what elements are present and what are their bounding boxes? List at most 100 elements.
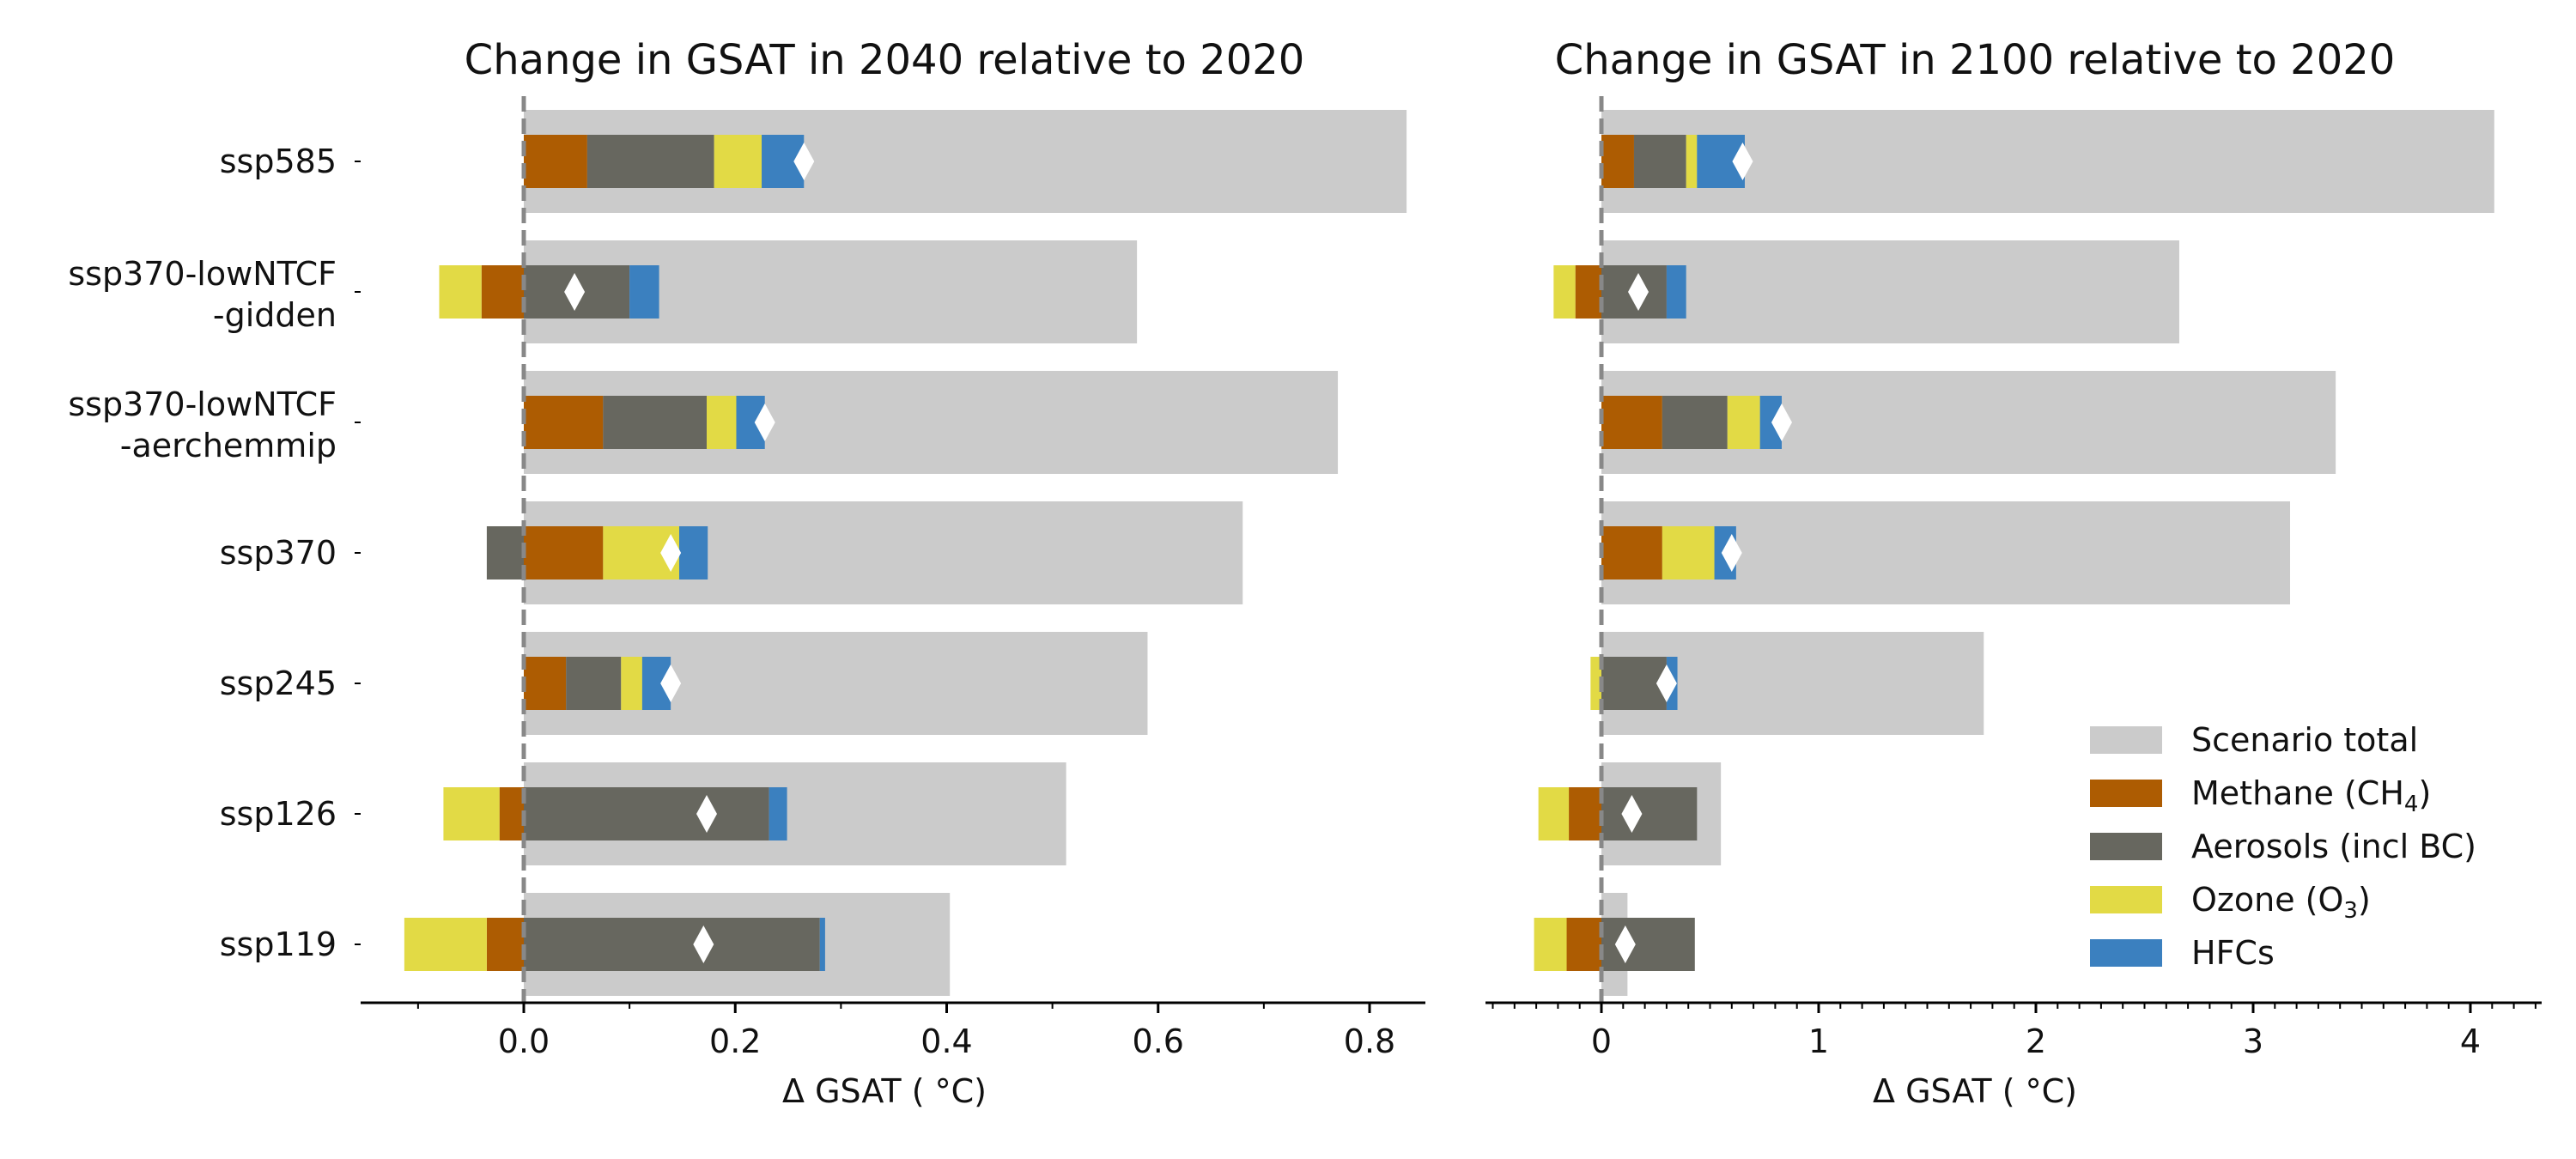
net-marker [564,273,586,311]
methane-bar [524,657,567,710]
scenario-label: ssp370 [220,534,337,572]
scenario-row [1590,632,1984,735]
hfcs-bar [769,787,787,840]
ozone-bar [404,918,487,971]
scenario-total-bar [1601,240,2179,343]
ozone-bar [1538,787,1570,840]
net-marker [1628,273,1649,311]
methane-legend-label: Methane (CH4) [2191,774,2431,817]
x-axis-label-2040: Δ GSAT ( °C) [782,1072,987,1110]
total-legend-label: Scenario total [2191,721,2418,759]
ozone-bar [621,657,642,710]
hfcs-bar [819,918,825,971]
x-tick-label: 1 [1808,1022,1829,1060]
scenario-row [1601,371,2336,474]
ozone-legend-label: Ozone (O3) [2191,881,2371,924]
net-marker [1721,534,1742,572]
scenario-row [1601,501,2291,604]
net-marker [1732,143,1753,180]
net-marker [793,143,815,180]
scenario-label-line2: -gidden [213,296,337,334]
x-tick-label: 0.6 [1133,1022,1184,1060]
total-legend-swatch [2090,726,2162,754]
aerosols-legend-label: Aerosols (incl BC) [2191,828,2476,865]
net-marker [660,534,682,572]
aerosols-bar [566,657,622,710]
hfcs-legend-label: HFCs [2191,934,2275,972]
net-marker [1656,664,1677,702]
x-tick-label: 4 [2460,1022,2481,1060]
hfcs-bar [1666,265,1686,319]
net-marker [1621,795,1643,833]
scenario-label: ssp370-lowNTCF [68,255,337,293]
aerosols-bar [1601,657,1667,710]
aerosols-bar [1633,135,1686,188]
ozone-bar [1553,265,1576,319]
x-axis-label-2100: Δ GSAT ( °C) [1873,1072,2077,1110]
hfcs-bar [629,265,659,319]
net-marker [1614,925,1636,963]
methane-bar [1601,526,1662,580]
aerosols-bar [586,135,714,188]
scenario-row [439,240,1138,343]
methane-legend-swatch [2090,780,2162,807]
chart-panel-2040: 0.0 0.2 0.4 0.6 0.8 [361,96,1425,1060]
ozone-legend-swatch [2090,886,2162,913]
ozone-bar [443,787,500,840]
methane-bar [481,265,524,319]
aerosols-bar [486,526,524,580]
x-tick-label: 0.4 [920,1022,972,1060]
methane-bar [524,135,587,188]
scenario-row [524,632,1148,735]
methane-bar [499,787,524,840]
scenario-row [524,371,1339,474]
scenario-row [1534,893,1695,996]
x-tick-label: 0.2 [709,1022,761,1060]
aerosols-legend-swatch [2090,833,2162,860]
methane-bar [1601,135,1634,188]
ozone-bar [1534,918,1567,971]
scenario-row [486,501,1243,604]
aerosols-bar [1662,396,1728,449]
scenario-label: ssp370-lowNTCF [68,385,337,423]
scenario-label: ssp585 [220,143,337,180]
x-tick-label: 2 [2026,1022,2046,1060]
net-marker [660,664,682,702]
scenario-label-line2: -aerchemmip [120,427,337,464]
ozone-bar [1662,526,1715,580]
aerosols-bar [603,396,708,449]
scenario-row [443,762,1066,865]
scenario-label: ssp126 [220,795,337,833]
methane-bar [1569,787,1601,840]
scenario-row [524,110,1407,213]
x-tick-label: 0.0 [498,1022,550,1060]
legend: Scenario total Methane (CH4) Aerosols (inc… [2090,721,2476,972]
panel-title-2100: Change in GSAT in 2100 relative to 2020 [1555,36,2396,84]
aerosols-bar [524,787,769,840]
methane-bar [524,526,604,580]
ozone-bar [439,265,482,319]
ozone-bar [1590,657,1601,710]
scenario-row [404,893,951,996]
scenario-label: ssp119 [220,925,337,963]
net-marker [754,404,775,441]
ozone-bar [1727,396,1760,449]
methane-bar [486,918,524,971]
methane-bar [1601,396,1662,449]
net-marker [1771,404,1792,441]
scenario-row [1601,110,2494,213]
hfcs-legend-swatch [2090,939,2162,967]
chart-panel-2100: 0 1 2 3 4 [1485,96,2542,1060]
ozone-bar [1686,135,1698,188]
aerosols-bar [1601,787,1698,840]
methane-bar [1566,918,1601,971]
ozone-bar [707,396,737,449]
x-tick-label: 3 [2243,1022,2263,1060]
x-tick-label: 0.8 [1344,1022,1395,1060]
scenario-labels: ssp585ssp370-lowNTCF-giddenssp370-lowNTC… [68,143,361,963]
hfcs-bar [678,526,708,580]
ozone-bar [714,135,762,188]
methane-bar [524,396,604,449]
scenario-label: ssp245 [220,664,337,702]
